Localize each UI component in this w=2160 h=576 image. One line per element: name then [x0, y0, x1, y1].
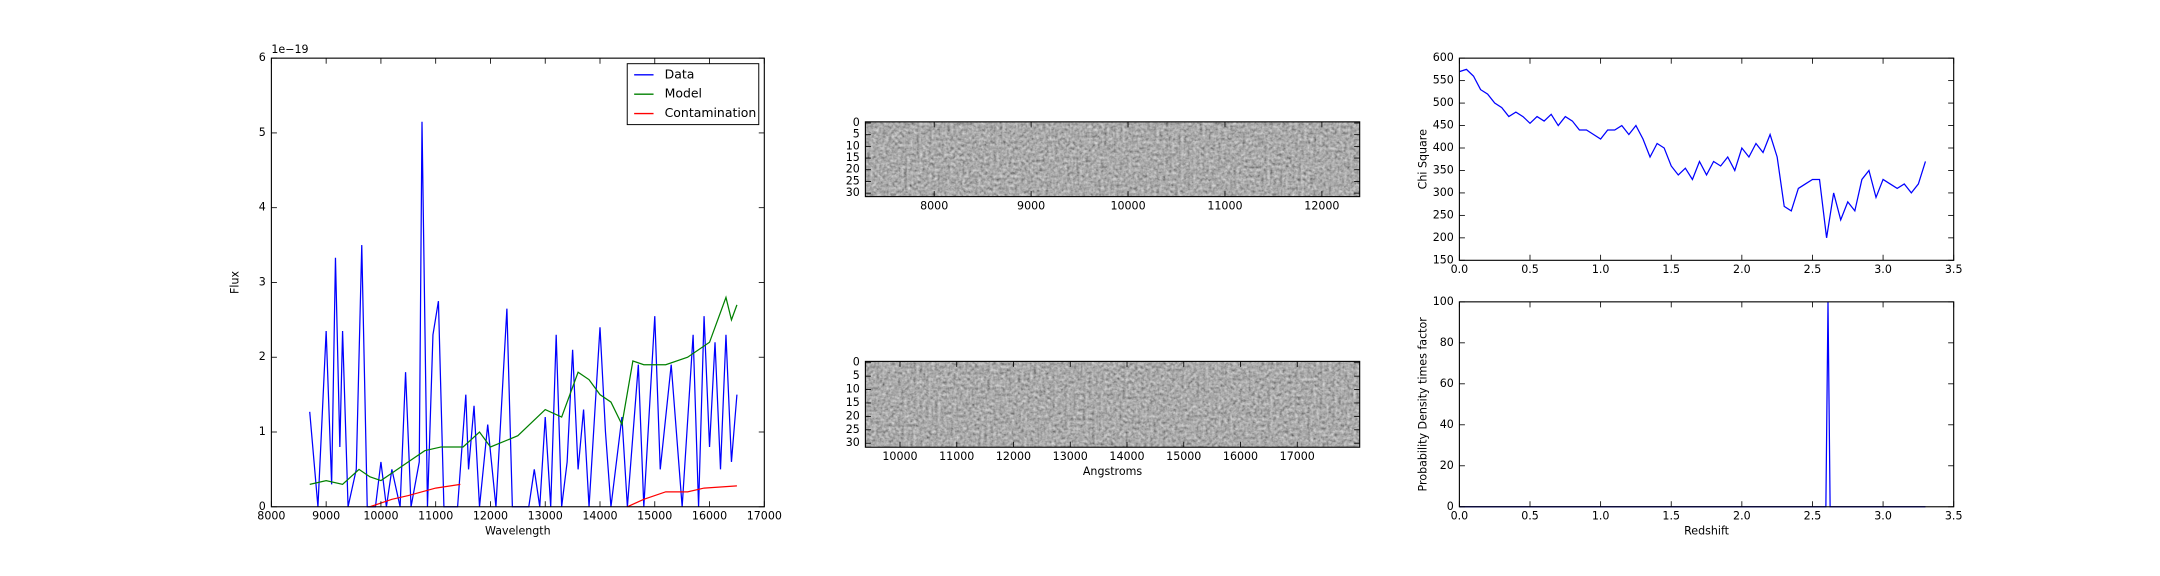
- x-tick-label: 0.5: [1521, 263, 1539, 276]
- y-tick-label: 60: [1440, 377, 1454, 390]
- y-tick-label: 600: [1433, 51, 1454, 64]
- legend-label: Data: [665, 66, 695, 81]
- x-tick-label: 13000: [1053, 450, 1088, 463]
- legend-label: Model: [665, 86, 702, 101]
- axes-frame: [1458, 301, 1955, 508]
- y-tick-label: 150: [1433, 253, 1454, 266]
- y-tick-label: 30: [846, 436, 860, 449]
- y-tick-label: 30: [846, 186, 860, 199]
- y-tick-label: 40: [1440, 418, 1454, 431]
- x-tick-label: 15000: [1166, 450, 1201, 463]
- x-axis-label: Angstroms: [1083, 465, 1143, 478]
- y-tick-label: 5: [259, 126, 266, 139]
- x-tick-label: 3.0: [1874, 509, 1892, 522]
- y-tick-label: 25: [846, 423, 860, 436]
- y-tick-label: 0: [853, 116, 860, 129]
- x-axis-label: Wavelength: [485, 525, 551, 538]
- x-tick-label: 0.5: [1521, 509, 1539, 522]
- legend-label: Contamination: [665, 105, 757, 120]
- y-tick-label: 10: [846, 139, 860, 152]
- y-tick-label: 200: [1433, 231, 1454, 244]
- y-tick-label: 4: [259, 201, 266, 214]
- x-tick-label: 14000: [582, 509, 617, 522]
- x-tick-label: 10000: [1110, 199, 1145, 212]
- x-tick-label: 16000: [1223, 450, 1258, 463]
- data-line: [309, 121, 738, 508]
- axes-frame: [1458, 57, 1955, 261]
- x-tick-label: 15000: [637, 509, 672, 522]
- y-tick-label: 25: [846, 174, 860, 187]
- data-line: [1459, 301, 1926, 508]
- x-tick-label: 11000: [418, 509, 453, 522]
- y-tick-label: 2: [259, 350, 266, 363]
- x-axis-label: Redshift: [1684, 525, 1730, 538]
- x-tick-label: 10000: [363, 509, 398, 522]
- y-axis-label: Flux: [228, 271, 241, 294]
- x-tick-label: 1.5: [1662, 509, 1680, 522]
- y-tick-label: 20: [846, 409, 860, 422]
- x-tick-label: 1.0: [1592, 509, 1610, 522]
- x-tick-label: 1.5: [1662, 263, 1680, 276]
- y-tick-label: 550: [1433, 74, 1454, 87]
- y-tick-label: 80: [1440, 336, 1454, 349]
- x-tick-label: 9000: [312, 509, 340, 522]
- x-tick-label: 12000: [473, 509, 508, 522]
- y-tick-label: 450: [1433, 119, 1454, 132]
- x-tick-label: 9000: [1017, 199, 1045, 212]
- y-tick-label: 250: [1433, 208, 1454, 221]
- y-tick-label: 6: [259, 51, 266, 64]
- y-tick-label: 5: [853, 369, 860, 382]
- y-tick-label: 0: [1447, 500, 1454, 513]
- x-tick-label: 13000: [528, 509, 563, 522]
- x-tick-label: 16000: [692, 509, 727, 522]
- y-tick-label: 350: [1433, 163, 1454, 176]
- x-tick-label: 11000: [1207, 199, 1242, 212]
- x-tick-label: 0.0: [1451, 263, 1469, 276]
- x-tick-label: 3.5: [1945, 263, 1963, 276]
- axes-frame: [864, 360, 1361, 448]
- image: [865, 121, 1360, 197]
- x-tick-label: 12000: [1304, 199, 1339, 212]
- x-tick-label: 17000: [1280, 450, 1315, 463]
- x-tick-label: 8000: [257, 509, 285, 522]
- data-line: [369, 483, 737, 508]
- y-tick-label: 100: [1433, 295, 1454, 308]
- y-tick-label: 10: [846, 383, 860, 396]
- x-tick-label: 2.0: [1733, 509, 1751, 522]
- x-tick-label: 3.0: [1874, 263, 1892, 276]
- x-tick-label: 2.5: [1804, 263, 1822, 276]
- x-tick-label: 2.5: [1804, 509, 1822, 522]
- y-tick-label: 400: [1433, 141, 1454, 154]
- x-tick-label: 3.5: [1945, 509, 1963, 522]
- image: [865, 361, 1360, 448]
- x-tick-label: 17000: [747, 509, 782, 522]
- axes-frame: [864, 121, 1361, 198]
- x-tick-label: 2.0: [1733, 263, 1751, 276]
- x-tick-label: 1.0: [1592, 263, 1610, 276]
- y-tick-label: 300: [1433, 186, 1454, 199]
- y-tick-label: 3: [259, 275, 266, 288]
- y-tick-label: 5: [853, 128, 860, 141]
- x-tick-label: 11000: [939, 450, 974, 463]
- x-tick-label: 10000: [882, 450, 917, 463]
- y-tick-label: 1: [259, 425, 266, 438]
- data-line: [1459, 68, 1927, 238]
- y-tick-label: 15: [846, 151, 860, 164]
- y-tick-label: 0: [259, 500, 266, 513]
- y-tick-label: 15: [846, 396, 860, 409]
- x-tick-label: 8000: [920, 199, 948, 212]
- y-tick-label: 500: [1433, 96, 1454, 109]
- data-line: [309, 295, 738, 486]
- y-tick-label: 20: [1440, 459, 1454, 472]
- x-tick-label: 12000: [996, 450, 1031, 463]
- y-axis-label: Chi Square: [1416, 129, 1429, 189]
- axes-frame: [270, 57, 765, 508]
- x-tick-label: 14000: [1109, 450, 1144, 463]
- x-tick-label: 0.0: [1451, 509, 1469, 522]
- offset-text: 1e−19: [271, 43, 308, 56]
- y-tick-label: 20: [846, 163, 860, 176]
- y-axis-label: Probability Density times factor: [1416, 317, 1429, 492]
- y-tick-label: 0: [853, 356, 860, 369]
